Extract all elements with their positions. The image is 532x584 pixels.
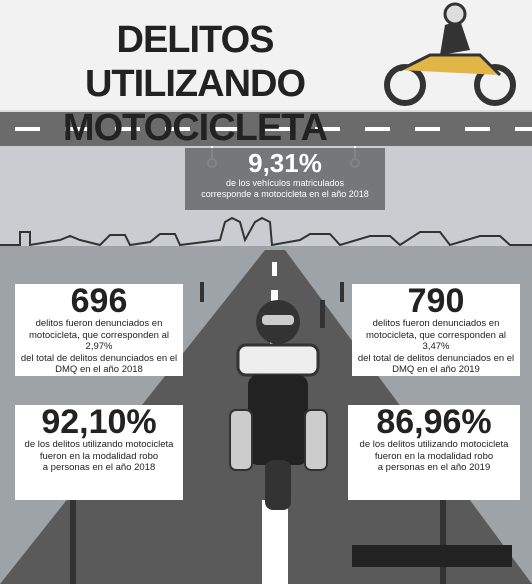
stat-text: de los delitos utilizando motocicleta (348, 439, 520, 451)
stat-text: motocicleta, que corresponden al 2,97% (15, 330, 183, 353)
banner-text: de los vehículos matriculados (185, 178, 385, 189)
title-line: DELITOS UTILIZANDO (30, 18, 360, 106)
banner-text: corresponde a motocicleta en el año 2018 (185, 189, 385, 200)
stat-text: DMQ en el año 2018 (15, 364, 183, 376)
stat-text: a personas en el año 2018 (15, 462, 183, 474)
banner-value: 9,31% (185, 148, 385, 178)
stat-text: fueron en la modalidad robo (348, 451, 520, 463)
stat-box: 92,10%de los delitos utilizando motocicl… (15, 405, 183, 500)
stat-value: 696 (15, 284, 183, 318)
stat-value: 790 (352, 284, 520, 318)
title: DELITOS UTILIZANDO MOTOCICLETA (30, 18, 360, 150)
stat-text: a personas en el año 2019 (348, 462, 520, 474)
stat-value: 92,10% (15, 405, 183, 439)
infographic: DELITOS UTILIZANDO MOTOCICLETA 9,31% de … (0, 0, 532, 584)
stat-box: 86,96%de los delitos utilizando motocicl… (348, 405, 520, 500)
stat-text: del total de delitos denunciados en el (15, 353, 183, 365)
stat-text: del total de delitos denunciados en el (352, 353, 520, 365)
stat-text: de los delitos utilizando motocicleta (15, 439, 183, 451)
stat-text: motocicleta, que corresponden al 3,47% (352, 330, 520, 353)
stat-text: delitos fueron denunciados en (352, 318, 520, 330)
title-line: MOTOCICLETA (30, 106, 360, 150)
stat-text: fueron en la modalidad robo (15, 451, 183, 463)
stat-value: 86,96% (348, 405, 520, 439)
stat-text: delitos fueron denunciados en (15, 318, 183, 330)
stat-text: DMQ en el año 2019 (352, 364, 520, 376)
banner: 9,31% de los vehículos matriculados corr… (185, 148, 385, 210)
